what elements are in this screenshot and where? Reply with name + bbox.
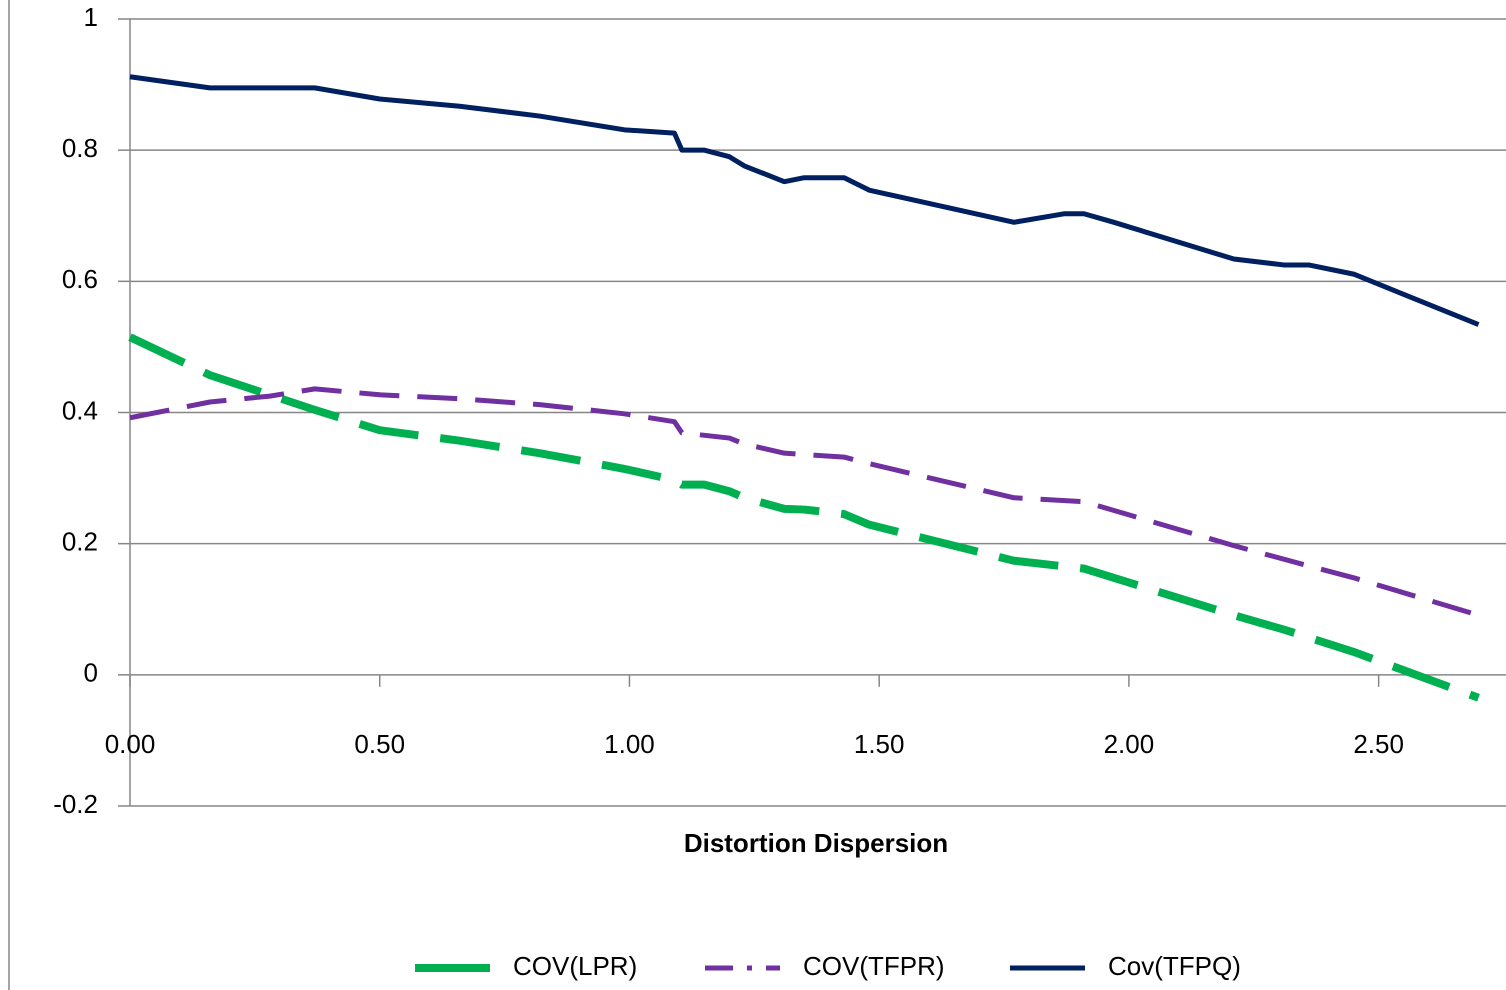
y-tick-label: 0.8 xyxy=(62,133,98,163)
y-tick-label: 0 xyxy=(84,658,98,688)
x-tick-label: 2.00 xyxy=(1104,729,1155,759)
series-line xyxy=(129,74,1480,327)
series-line xyxy=(129,386,1480,618)
legend-label: Cov(TFPQ) xyxy=(1108,951,1241,981)
y-tick-label: 0.2 xyxy=(62,527,98,557)
y-tick-label: 1 xyxy=(84,2,98,32)
x-tick-label: 1.50 xyxy=(854,729,905,759)
x-tick-label: 0.00 xyxy=(105,729,156,759)
series-line xyxy=(128,333,1480,702)
legend-label: COV(LPR) xyxy=(513,951,637,981)
y-tick-label: 0.4 xyxy=(62,395,98,425)
legend-label: COV(TFPR) xyxy=(803,951,945,981)
x-axis-title: Distortion Dispersion xyxy=(684,828,948,858)
y-tick-label: 0.6 xyxy=(62,264,98,294)
x-tick-label: 1.00 xyxy=(604,729,655,759)
x-tick-label: 2.50 xyxy=(1353,729,1404,759)
y-tick-label: -0.2 xyxy=(53,789,98,819)
x-tick-label: 0.50 xyxy=(354,729,405,759)
